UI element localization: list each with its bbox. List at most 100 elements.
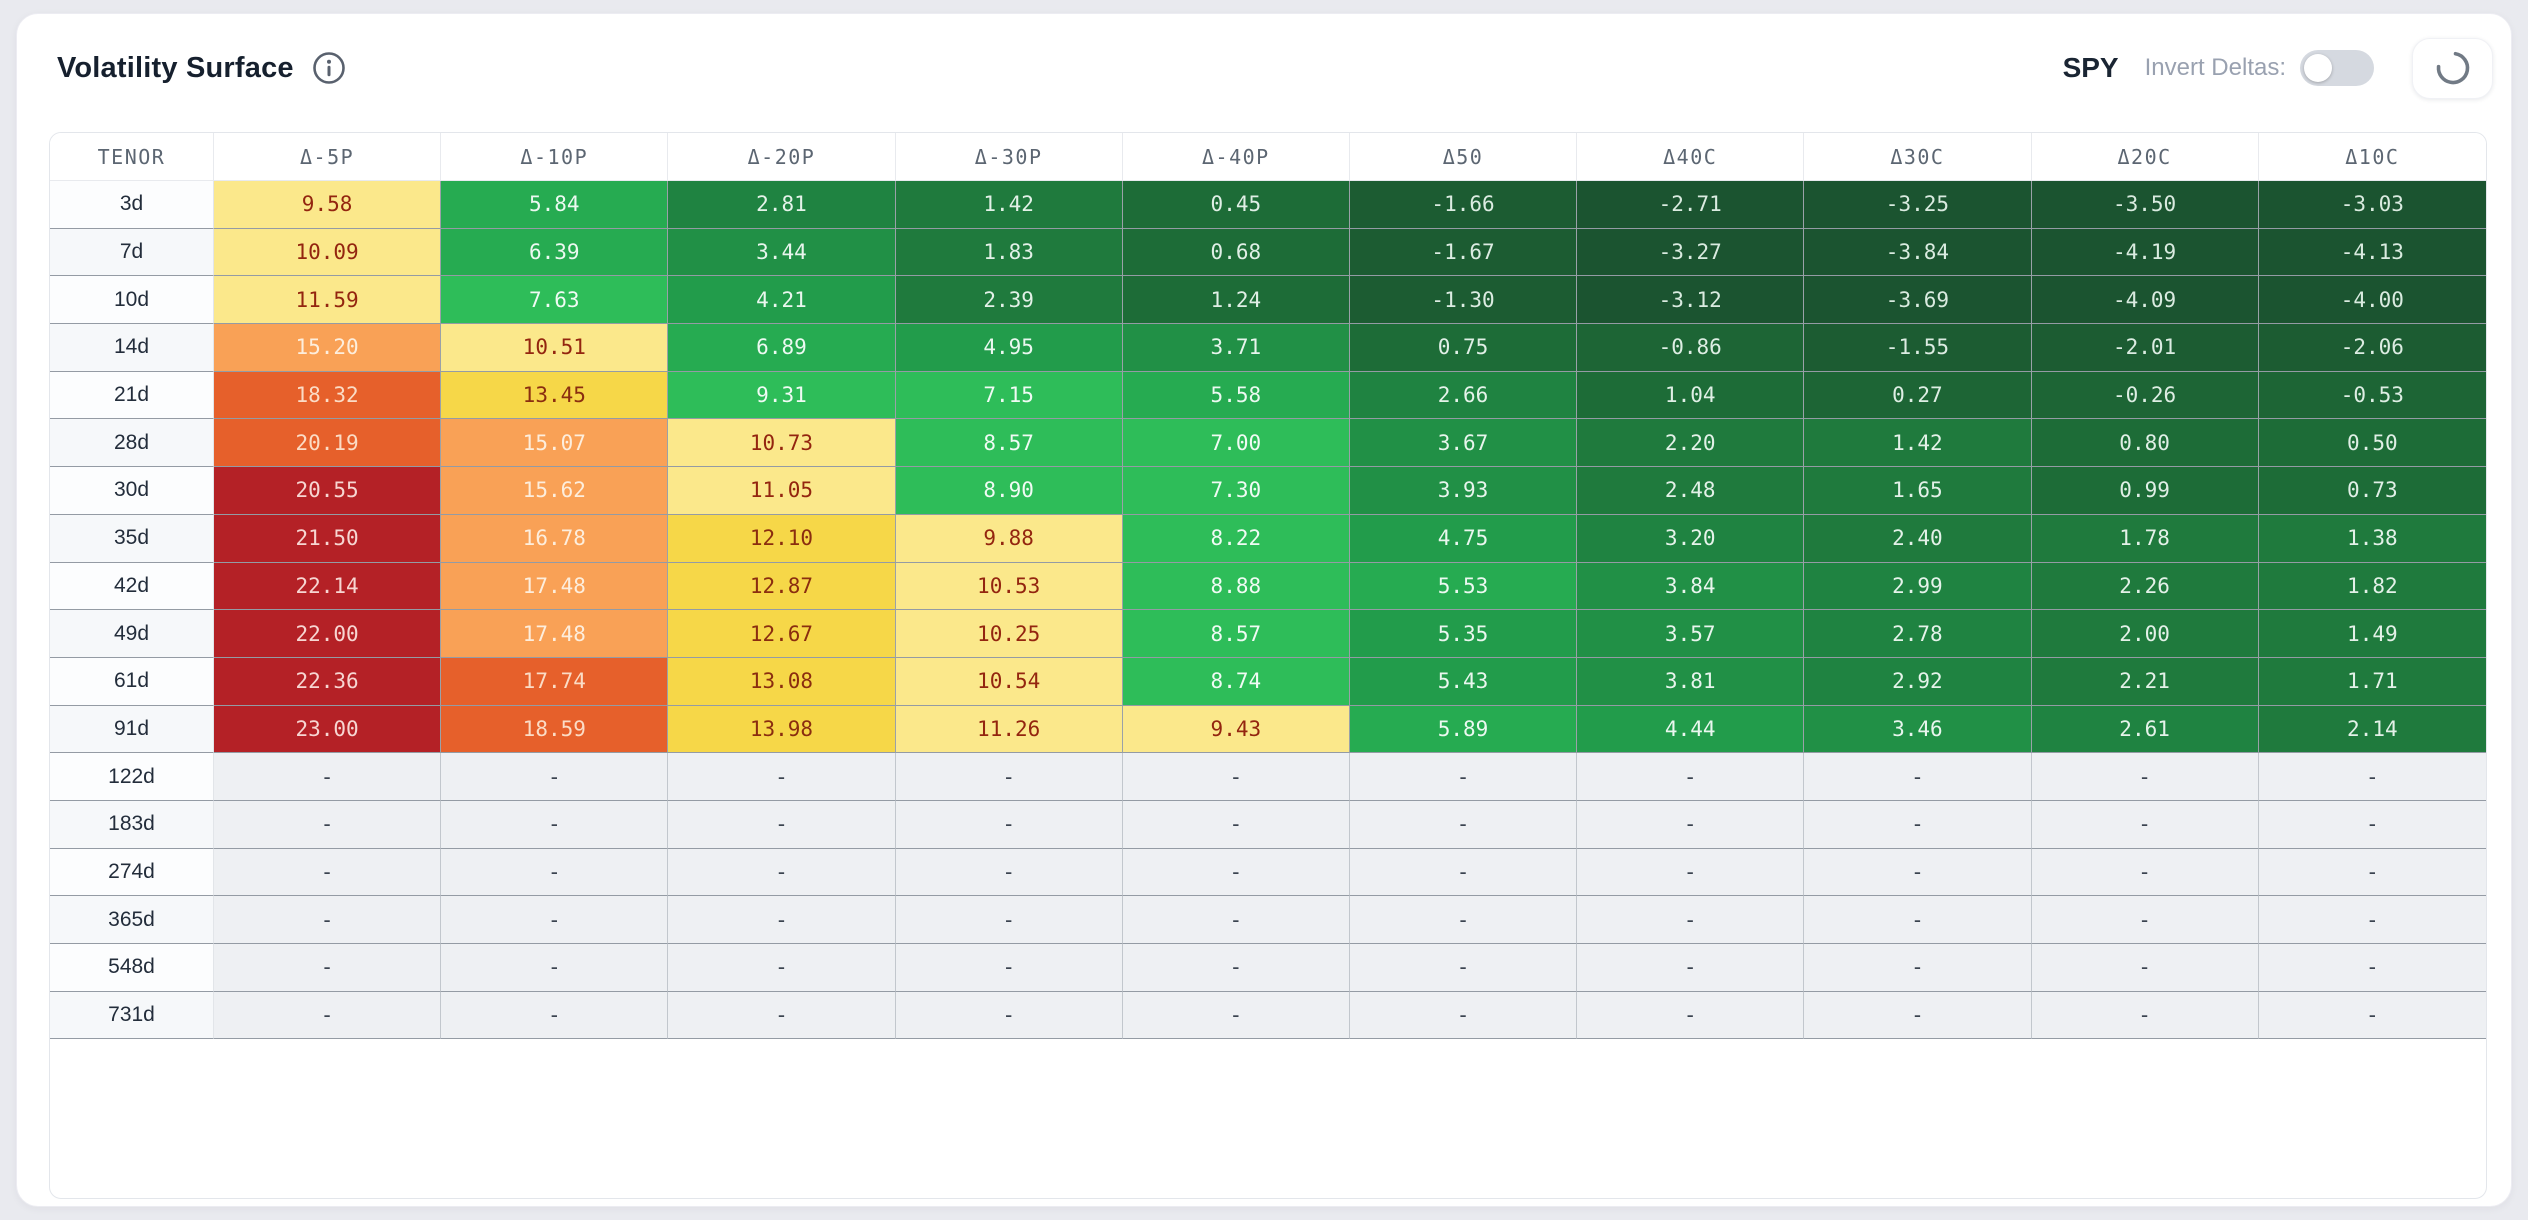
empty-vol-cell: - bbox=[1349, 848, 1578, 897]
vol-cell: 11.59 bbox=[214, 276, 442, 325]
vol-cell: 3.57 bbox=[1577, 610, 1805, 658]
empty-vol-cell: - bbox=[1349, 896, 1578, 944]
vol-cell: 12.67 bbox=[668, 610, 896, 658]
empty-vol-cell: - bbox=[441, 944, 669, 992]
vol-cell: -3.27 bbox=[1577, 228, 1805, 277]
delta-column-header: Δ-20P bbox=[668, 133, 896, 181]
table-row: 183d - - - - - - - - - - bbox=[50, 800, 2486, 849]
vol-cell: 10.25 bbox=[895, 610, 1123, 658]
empty-vol-cell: - bbox=[1804, 944, 2032, 992]
vol-cell: 3.93 bbox=[1349, 467, 1578, 515]
vol-cell: 7.15 bbox=[895, 371, 1123, 420]
empty-vol-cell: - bbox=[1349, 991, 1578, 1040]
empty-vol-cell: - bbox=[895, 848, 1123, 897]
tenor-cell: 21d bbox=[50, 371, 214, 420]
vol-cell: 1.04 bbox=[1577, 371, 1805, 420]
volatility-table-container: TENOR Δ-5P Δ-10P Δ-20P Δ-30P Δ-40P Δ50 Δ40C Δ30C… bbox=[49, 132, 2487, 1199]
vol-cell: 2.81 bbox=[668, 181, 896, 229]
vol-cell: -3.50 bbox=[2031, 181, 2259, 229]
empty-vol-cell: - bbox=[895, 991, 1123, 1040]
empty-vol-cell: - bbox=[1122, 753, 1350, 801]
empty-vol-cell: - bbox=[214, 991, 442, 1040]
empty-vol-cell: - bbox=[2031, 896, 2259, 944]
vol-cell: -3.69 bbox=[1804, 276, 2032, 325]
tenor-column-header: TENOR bbox=[50, 133, 214, 181]
table-row: 14d 15.20 10.51 6.89 4.95 3.71 0.75 -0.86 -1.55-… bbox=[50, 324, 2486, 372]
vol-cell: -1.55 bbox=[1804, 324, 2032, 372]
empty-vol-cell: - bbox=[2031, 848, 2259, 897]
vol-cell: 9.58 bbox=[214, 181, 442, 229]
vol-cell: 20.19 bbox=[214, 419, 442, 468]
table-row: 10d 11.59 7.63 4.21 2.39 1.24 -1.30 -3.12 -3.69-… bbox=[50, 276, 2486, 325]
vol-cell: 2.66 bbox=[1349, 371, 1578, 420]
tenor-cell: 548d bbox=[50, 944, 214, 992]
empty-vol-cell: - bbox=[2258, 991, 2486, 1040]
vol-cell: 3.44 bbox=[668, 228, 896, 277]
empty-vol-cell: - bbox=[214, 944, 442, 992]
vol-cell: 9.88 bbox=[895, 514, 1123, 563]
vol-cell: 10.53 bbox=[895, 562, 1123, 611]
empty-vol-cell: - bbox=[441, 991, 669, 1040]
toggle-knob bbox=[2304, 54, 2332, 82]
vol-cell: 3.81 bbox=[1577, 657, 1805, 706]
empty-vol-cell: - bbox=[1577, 800, 1805, 849]
vol-cell: 3.71 bbox=[1122, 324, 1350, 372]
vol-cell: 0.45 bbox=[1122, 181, 1350, 229]
vol-cell: 2.99 bbox=[1804, 562, 2032, 611]
table-row: 365d - - - - - - - - - - bbox=[50, 896, 2486, 944]
volatility-table: TENOR Δ-5P Δ-10P Δ-20P Δ-30P Δ-40P Δ50 Δ40C Δ30C… bbox=[50, 133, 2486, 1040]
vol-cell: 5.53 bbox=[1349, 562, 1578, 611]
vol-cell: 0.80 bbox=[2031, 419, 2259, 468]
delta-column-header: Δ-5P bbox=[214, 133, 442, 181]
table-row: 28d 20.19 15.07 10.73 8.57 7.00 3.67 2.20 1.42 0.… bbox=[50, 419, 2486, 468]
vol-cell: 16.78 bbox=[441, 514, 669, 563]
table-row: 61d 22.36 17.74 13.08 10.54 8.74 5.43 3.81 2.92 2… bbox=[50, 657, 2486, 706]
empty-vol-cell: - bbox=[1122, 800, 1350, 849]
vol-cell: 6.89 bbox=[668, 324, 896, 372]
vol-cell: -3.03 bbox=[2258, 181, 2486, 229]
empty-vol-cell: - bbox=[214, 800, 442, 849]
empty-vol-cell: - bbox=[1577, 753, 1805, 801]
vol-cell: 2.92 bbox=[1804, 657, 2032, 706]
tenor-cell: 35d bbox=[50, 514, 214, 563]
vol-cell: 1.65 bbox=[1804, 467, 2032, 515]
vol-cell: 22.00 bbox=[214, 610, 442, 658]
vol-cell: -4.09 bbox=[2031, 276, 2259, 325]
empty-vol-cell: - bbox=[1804, 800, 2032, 849]
vol-cell: 18.59 bbox=[441, 705, 669, 754]
delta-column-header: Δ10C bbox=[2258, 133, 2486, 181]
vol-cell: 7.63 bbox=[441, 276, 669, 325]
vol-cell: 8.90 bbox=[895, 467, 1123, 515]
table-row: 42d 22.14 17.48 12.87 10.53 8.88 5.53 3.84 2.99 2… bbox=[50, 562, 2486, 611]
vol-cell: 3.20 bbox=[1577, 514, 1805, 563]
tenor-cell: 7d bbox=[50, 228, 214, 277]
empty-vol-cell: - bbox=[2258, 848, 2486, 897]
vol-cell: 2.78 bbox=[1804, 610, 2032, 658]
vol-cell: 7.00 bbox=[1122, 419, 1350, 468]
delta-column-header: Δ40C bbox=[1577, 133, 1805, 181]
vol-cell: 1.42 bbox=[1804, 419, 2032, 468]
delta-column-header: Δ50 bbox=[1349, 133, 1578, 181]
vol-cell: -4.19 bbox=[2031, 228, 2259, 277]
empty-vol-cell: - bbox=[214, 848, 442, 897]
vol-cell: -1.30 bbox=[1349, 276, 1578, 325]
empty-vol-cell: - bbox=[2031, 753, 2259, 801]
table-row: 548d - - - - - - - - - - bbox=[50, 944, 2486, 992]
vol-cell: 0.68 bbox=[1122, 228, 1350, 277]
vol-cell: 12.10 bbox=[668, 514, 896, 563]
refresh-button[interactable] bbox=[2412, 37, 2493, 99]
invert-deltas-toggle[interactable] bbox=[2300, 50, 2374, 86]
invert-deltas-label: Invert Deltas: bbox=[2144, 54, 2286, 81]
empty-vol-cell: - bbox=[668, 991, 896, 1040]
empty-vol-cell: - bbox=[668, 753, 896, 801]
table-header-row: TENOR Δ-5P Δ-10P Δ-20P Δ-30P Δ-40P Δ50 Δ40C Δ30C… bbox=[50, 133, 2486, 181]
empty-vol-cell: - bbox=[895, 753, 1123, 801]
vol-cell: -3.84 bbox=[1804, 228, 2032, 277]
tenor-cell: 3d bbox=[50, 181, 214, 229]
info-icon[interactable] bbox=[312, 51, 346, 85]
empty-vol-cell: - bbox=[2031, 944, 2259, 992]
empty-vol-cell: - bbox=[2258, 896, 2486, 944]
vol-cell: 11.05 bbox=[668, 467, 896, 515]
vol-cell: 2.26 bbox=[2031, 562, 2259, 611]
vol-cell: 4.75 bbox=[1349, 514, 1578, 563]
